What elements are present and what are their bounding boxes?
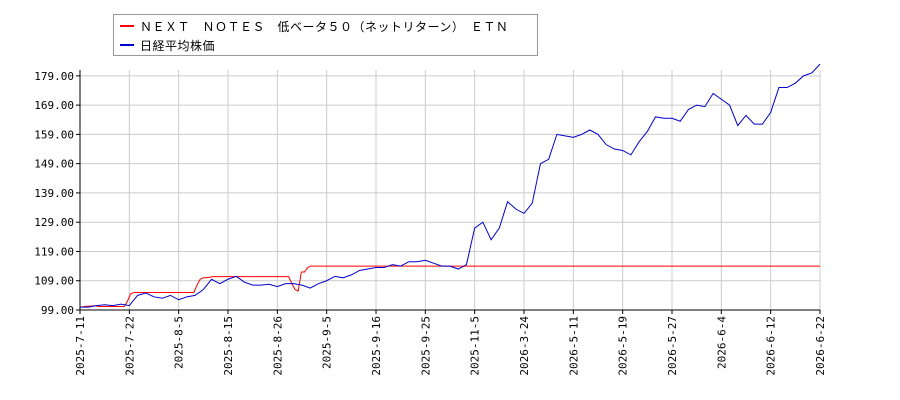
legend-label-etn: ＮＥＸＴ ＮＯＴＥＳ 低ベータ５０（ネットリターン） ＥＴＮ xyxy=(140,19,509,34)
legend-swatch-etn xyxy=(120,25,134,27)
x-tick-label: 2025-11-5 xyxy=(469,316,482,376)
x-tick-label: 2025-8-5 xyxy=(173,316,186,369)
series-lines xyxy=(79,63,821,308)
x-tick-label: 2026-6-4 xyxy=(715,316,728,369)
x-tick-label: 2026-6-12 xyxy=(765,316,778,376)
y-tick-label: 109.00 xyxy=(34,275,74,288)
y-tick-label: 149.00 xyxy=(34,158,74,171)
x-tick-label: 2026-3-24 xyxy=(518,316,531,376)
x-tick-label: 2025-8-26 xyxy=(271,316,284,376)
y-tick-label: 139.00 xyxy=(34,187,74,200)
y-tick-label: 129.00 xyxy=(34,216,74,229)
series-line-etn xyxy=(79,265,820,308)
legend-item-nikkei: 日経平均株価 xyxy=(120,36,215,54)
x-tick-label: 2026-6-22 xyxy=(814,316,827,376)
y-tick-label: 179.00 xyxy=(34,70,74,83)
legend: ＮＥＸＴ ＮＯＴＥＳ 低ベータ５０（ネットリターン） ＥＴＮ 日経平均株価 xyxy=(113,14,538,56)
x-tick-label: 2026-5-19 xyxy=(617,316,630,376)
x-tick-label: 2025-7-11 xyxy=(74,316,87,376)
y-tick-label: 99.00 xyxy=(41,304,74,317)
y-tick-labels: 99.00 109.00 119.00 129.00 139.00 149.00 159.0… xyxy=(34,70,74,317)
legend-item-etn: ＮＥＸＴ ＮＯＴＥＳ 低ベータ５０（ネットリターン） ＥＴＮ xyxy=(120,17,508,35)
x-tick-label: 2025-9-16 xyxy=(370,316,383,376)
series-line-nikkei xyxy=(80,63,821,308)
y-tick-label: 159.00 xyxy=(34,128,74,141)
legend-swatch-nikkei xyxy=(120,44,134,46)
x-tick-label: 2025-9-25 xyxy=(419,316,432,376)
x-tick-label: 2026-5-11 xyxy=(567,316,580,376)
grid-lines xyxy=(79,70,821,311)
x-tick-label: 2025-8-15 xyxy=(222,316,235,376)
axes xyxy=(76,70,821,314)
y-tick-label: 119.00 xyxy=(34,245,74,258)
x-tick-label: 2026-5-27 xyxy=(666,316,679,376)
x-tick-labels: 2025-7-11 2025-7-22 2025-8-5 2025-8-15 2025-… xyxy=(74,316,827,376)
x-tick-label: 2025-9-5 xyxy=(321,316,334,369)
x-tick-label: 2025-7-22 xyxy=(123,316,136,376)
y-tick-label: 169.00 xyxy=(34,99,74,112)
legend-label-nikkei: 日経平均株価 xyxy=(140,38,216,53)
